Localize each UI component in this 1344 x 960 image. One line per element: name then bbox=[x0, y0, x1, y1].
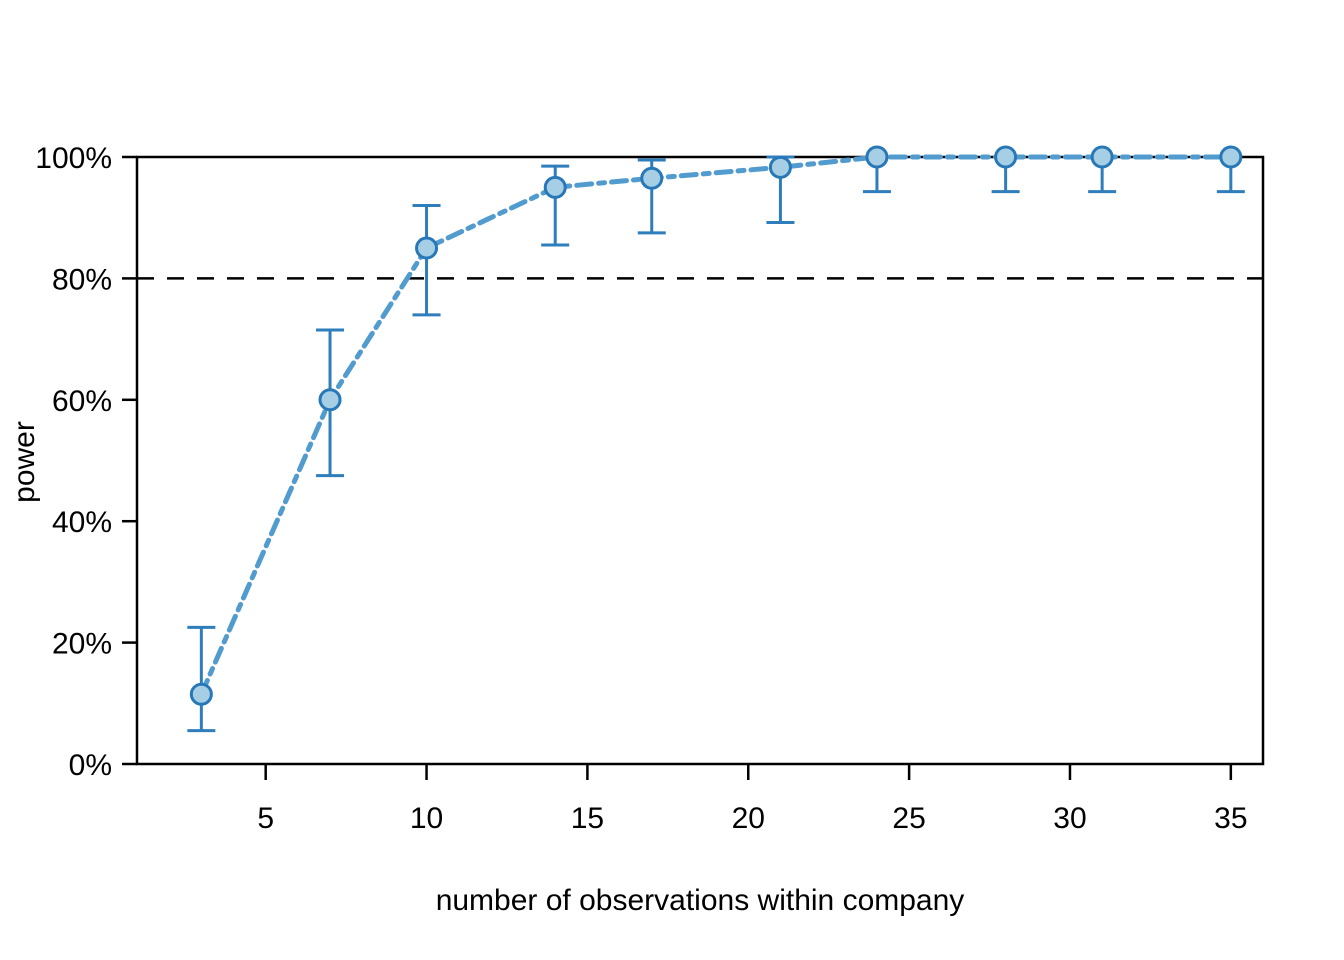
data-points-layer bbox=[189, 145, 1243, 706]
x-tick-label: 35 bbox=[1214, 802, 1247, 835]
y-tick-label: 20% bbox=[52, 628, 112, 661]
series-line-layer bbox=[198, 154, 1234, 697]
error-bar bbox=[187, 625, 216, 733]
axis-ticks-layer: 0% 20% 40% 60% 80% 100% 5 10 15 20 25 30 35 bbox=[35, 142, 1247, 835]
power-series-line bbox=[198, 154, 1234, 697]
data-point bbox=[543, 175, 567, 199]
y-tick-label: 100% bbox=[35, 142, 112, 175]
data-point bbox=[640, 166, 664, 190]
x-tick-label: 10 bbox=[410, 802, 443, 835]
y-axis-title: power bbox=[8, 421, 41, 503]
error-bars-layer bbox=[187, 155, 1245, 733]
data-point bbox=[318, 388, 342, 412]
x-tick-label: 15 bbox=[571, 802, 604, 835]
x-tick-label: 5 bbox=[257, 802, 274, 835]
data-point bbox=[415, 236, 439, 260]
y-tick-label: 0% bbox=[69, 749, 112, 782]
plot-frame-layer bbox=[135, 155, 1265, 766]
data-point bbox=[768, 155, 792, 179]
x-tick-label: 30 bbox=[1053, 802, 1086, 835]
x-tick-label: 20 bbox=[732, 802, 765, 835]
error-bar bbox=[412, 204, 441, 317]
data-point bbox=[1090, 145, 1114, 169]
x-tick-label: 25 bbox=[892, 802, 925, 835]
data-point bbox=[994, 145, 1018, 169]
data-point bbox=[865, 145, 889, 169]
plot-frame bbox=[135, 155, 1265, 766]
y-tick-label: 80% bbox=[52, 263, 112, 296]
data-point bbox=[1219, 145, 1243, 169]
x-axis-title: number of observations within company bbox=[436, 884, 965, 917]
y-tick-label: 40% bbox=[52, 506, 112, 539]
y-tick-label: 60% bbox=[52, 385, 112, 418]
data-point bbox=[189, 682, 213, 706]
